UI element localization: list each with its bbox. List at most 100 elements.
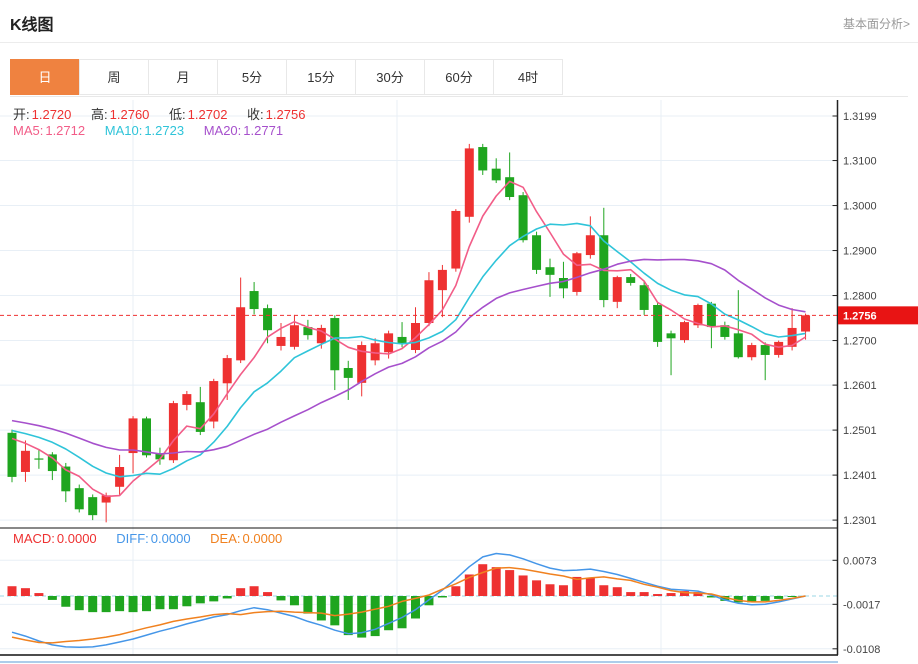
candle-body xyxy=(451,210,461,269)
candle-body xyxy=(20,450,30,472)
candle-body xyxy=(7,432,17,477)
macd-bar xyxy=(7,586,17,596)
fundamental-analysis-link[interactable]: 基本面分析> xyxy=(842,17,910,31)
tab-月[interactable]: 月 xyxy=(148,59,218,95)
candle-body xyxy=(74,488,84,510)
candle-body xyxy=(774,341,784,355)
candle-body xyxy=(424,280,434,323)
tab-4时[interactable]: 4时 xyxy=(493,59,563,95)
macd-bar xyxy=(303,596,313,614)
macd-bar xyxy=(478,564,488,596)
macd-bar xyxy=(599,585,609,596)
candle-body xyxy=(128,418,138,454)
candle-body xyxy=(357,345,367,383)
candle-body xyxy=(263,308,273,331)
macd-bar xyxy=(236,588,246,596)
page-title: K线图 xyxy=(10,17,54,34)
tab-日[interactable]: 日 xyxy=(10,59,80,95)
macd-bar xyxy=(47,596,57,600)
candle-body xyxy=(316,327,326,344)
candle-body xyxy=(370,343,380,361)
candle-body xyxy=(155,453,165,460)
tab-周[interactable]: 周 xyxy=(79,59,149,95)
macd-bar xyxy=(74,596,84,611)
macd-bar xyxy=(464,574,474,596)
macd-bar xyxy=(343,596,353,636)
diff-line xyxy=(11,552,806,649)
macd-bar xyxy=(733,596,743,603)
candle-body xyxy=(168,403,178,461)
macd-bar xyxy=(128,596,138,613)
candle-body xyxy=(195,402,205,432)
macd-bar xyxy=(61,596,71,607)
price-axis-label: 1.3000 xyxy=(843,201,877,213)
macd-bar xyxy=(289,596,299,606)
candle-body xyxy=(236,307,246,361)
candle-body xyxy=(545,267,555,275)
tab-30分[interactable]: 30分 xyxy=(355,59,425,95)
macd-bar xyxy=(370,596,380,637)
macd-bar xyxy=(572,576,582,596)
candle-body xyxy=(720,325,730,337)
candle-body xyxy=(801,315,811,332)
last-price-tag xyxy=(838,306,918,325)
macd-bar xyxy=(88,596,98,613)
macd-bar xyxy=(505,570,515,596)
timeframe-tabbar: 日周月 5分 15分 30分 60分 4时 xyxy=(10,59,908,97)
macd-bar xyxy=(209,596,219,602)
macd-bar xyxy=(680,591,689,596)
macd-bar xyxy=(34,593,44,596)
macd-bar xyxy=(263,592,273,596)
macd-bar xyxy=(115,596,125,612)
macd-bar xyxy=(142,596,151,612)
candle-body xyxy=(101,495,111,503)
macd-bar xyxy=(182,596,192,607)
macd-bar xyxy=(384,596,394,631)
price-axis-label: 1.3199 xyxy=(843,111,877,123)
candle-body xyxy=(397,336,407,344)
macd-bar xyxy=(155,596,165,610)
macd-bar xyxy=(491,567,501,596)
price-axis-label: 1.2601 xyxy=(843,380,877,392)
candle-body xyxy=(680,322,689,341)
tab-15分[interactable]: 15分 xyxy=(286,59,356,95)
candle-body xyxy=(47,454,57,472)
macd-bar xyxy=(411,596,420,619)
candle-body xyxy=(34,458,44,460)
candle-body xyxy=(653,305,663,342)
price-axis-label: 1.3100 xyxy=(843,156,877,168)
macd-bar xyxy=(20,588,30,596)
macd-bar xyxy=(168,596,178,610)
candle-body xyxy=(330,318,340,371)
macd-bar xyxy=(101,596,111,613)
candle-body xyxy=(585,235,595,256)
price-axis-label: 1.2900 xyxy=(843,246,877,258)
candle-body xyxy=(572,253,582,292)
tab-5分[interactable]: 5分 xyxy=(217,59,287,95)
ma10-line xyxy=(11,222,806,478)
candle-body xyxy=(249,291,259,310)
macd-bar xyxy=(585,577,595,596)
macd-bar xyxy=(653,594,663,596)
last-price-tag-value: 1.2756 xyxy=(843,310,877,322)
candle-body xyxy=(491,168,501,181)
candle-body xyxy=(61,466,71,492)
candle-body xyxy=(222,358,232,384)
macd-bar xyxy=(518,575,528,596)
candle-body xyxy=(558,278,568,289)
macd-bar xyxy=(558,585,568,596)
macd-bar xyxy=(720,596,730,601)
macd-bar xyxy=(437,596,447,598)
macd-bar xyxy=(760,596,770,601)
macd-bar xyxy=(532,580,542,596)
macd-bar xyxy=(276,596,286,601)
macd-bar xyxy=(357,596,367,638)
candle-body xyxy=(518,195,528,241)
candle-body xyxy=(88,497,98,516)
candle-body xyxy=(209,381,219,422)
tab-60分[interactable]: 60分 xyxy=(424,59,494,95)
candle-body xyxy=(142,418,151,456)
candle-body xyxy=(666,333,676,339)
macd-bar xyxy=(330,596,340,626)
